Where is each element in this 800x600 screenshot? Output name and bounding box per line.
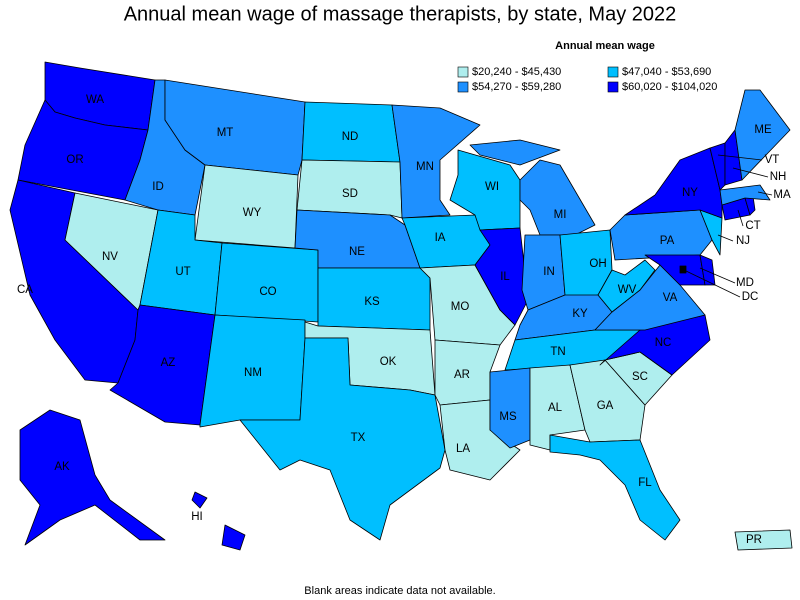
state-label: CO — [259, 286, 276, 298]
state-label: MT — [217, 127, 234, 139]
state-shape — [519, 159, 596, 236]
state-label: NY — [682, 187, 698, 199]
state-label: CT — [745, 220, 760, 232]
leader-line — [683, 269, 741, 298]
state-label: MN — [416, 161, 434, 173]
state-shape — [644, 254, 706, 286]
state-label: NM — [244, 367, 262, 379]
state-label: HI — [191, 511, 203, 523]
state-label: CA — [17, 284, 33, 296]
state-label: WI — [485, 181, 499, 193]
state-label: IA — [435, 232, 446, 244]
state-shape — [597, 259, 656, 313]
state-labels: WA OR CA NV ID MT WY UT CO AZ NM ND SD NE KS OK TX MN IA MO… — [17, 94, 791, 546]
state-label: MI — [554, 209, 567, 221]
state-label: IN — [543, 266, 555, 278]
legend-swatch — [607, 81, 619, 93]
leader-line — [757, 191, 773, 196]
state-shape — [317, 267, 431, 331]
state-label: PR — [746, 534, 762, 546]
state-label: AR — [454, 369, 470, 381]
state-label: OH — [589, 258, 606, 270]
leader-line — [717, 234, 734, 242]
state-shape — [191, 491, 208, 509]
legend-title: Annual mean wage — [555, 40, 655, 52]
state-shape — [734, 89, 791, 181]
leader-line — [699, 267, 736, 284]
leader-line — [737, 209, 744, 227]
state-label: ID — [152, 181, 164, 193]
legend-label: $47,040 - $53,690 — [622, 66, 711, 78]
state-label: TN — [550, 346, 565, 358]
state-label: TX — [351, 432, 366, 444]
leader-line — [732, 167, 769, 178]
state-label: WA — [86, 94, 104, 106]
state-label: KS — [364, 296, 380, 308]
states — [9, 61, 793, 551]
legend: $20,240 - $45,430 $47,040 - $53,690 $54,27… — [457, 66, 717, 93]
state-shape — [19, 409, 166, 546]
state-label: DC — [742, 291, 759, 303]
legend-swatch — [607, 66, 619, 78]
state-shape — [239, 337, 446, 541]
state-label: ME — [754, 124, 772, 136]
state-shape — [391, 104, 481, 219]
state-label: ND — [342, 131, 359, 143]
state-label: WY — [243, 207, 262, 219]
state-shape — [214, 242, 319, 323]
state-label: NV — [102, 251, 118, 263]
state-label: FL — [638, 477, 652, 489]
legend-label: $20,240 - $45,430 — [472, 66, 561, 78]
state-label: UT — [175, 266, 190, 278]
state-shape — [474, 227, 529, 326]
legend-swatch — [457, 81, 469, 93]
state-label: WV — [618, 284, 637, 296]
state-label: PA — [660, 235, 675, 247]
state-shape — [221, 524, 246, 551]
state-label: OR — [66, 154, 83, 166]
state-label: GA — [597, 400, 614, 412]
state-label: MS — [499, 411, 517, 423]
state-shape — [719, 184, 771, 206]
state-label: OK — [380, 356, 397, 368]
note: Blank areas indicate data not available. — [304, 585, 495, 597]
state-label: SC — [632, 371, 648, 383]
state-label: MD — [736, 277, 754, 289]
legend-label: $60,020 - $104,020 — [622, 81, 717, 93]
state-label: VA — [663, 292, 678, 304]
map-title: Annual mean wage of massage therapists, … — [124, 3, 677, 25]
state-label: KY — [572, 308, 588, 320]
state-label: LA — [456, 443, 470, 455]
state-label: MO — [451, 301, 470, 313]
state-shape — [679, 265, 687, 274]
legend-label: $54,270 - $59,280 — [472, 81, 561, 93]
state-shape — [549, 434, 681, 541]
state-label: NJ — [736, 235, 750, 247]
state-label: AL — [548, 402, 563, 414]
leader-line — [717, 154, 763, 161]
state-label: SD — [342, 188, 358, 200]
state-label: NH — [770, 171, 787, 183]
state-label: AZ — [161, 357, 176, 369]
state-label: MA — [773, 189, 791, 201]
state-shape — [734, 529, 793, 551]
state-shape — [296, 159, 403, 219]
legend-swatch — [457, 66, 469, 78]
state-label: IL — [500, 271, 510, 283]
state-shape — [624, 147, 723, 219]
state-shape — [469, 139, 561, 166]
state-label: NE — [349, 246, 365, 258]
state-label: VT — [765, 154, 780, 166]
state-label: NC — [655, 337, 672, 349]
state-label: AK — [54, 461, 70, 473]
